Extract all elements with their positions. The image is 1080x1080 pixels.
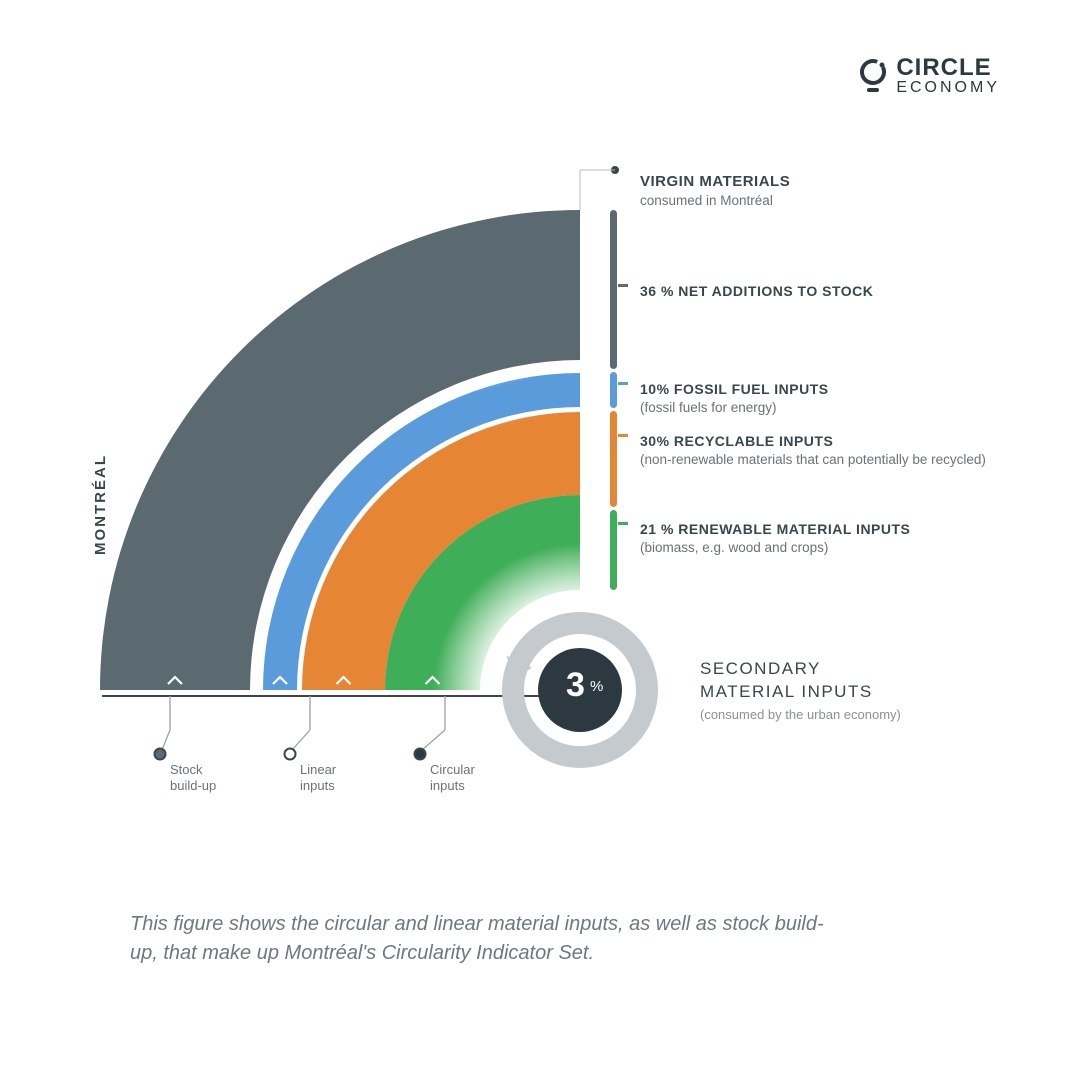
label-line1: Circular bbox=[430, 762, 475, 777]
label-line2: build-up bbox=[170, 778, 216, 793]
logo-line1: CIRCLE bbox=[896, 55, 1000, 80]
label-line1: Stock bbox=[170, 762, 203, 777]
legend-sub: (fossil fuels for energy) bbox=[640, 399, 1000, 417]
legend-title: 30% RECYCLABLE INPUTS bbox=[640, 432, 1000, 451]
brand-logo: CIRCLE ECONOMY bbox=[858, 55, 1000, 97]
figure-caption: This figure shows the circular and linea… bbox=[130, 910, 850, 968]
bottom-label-stock: Stock build-up bbox=[170, 762, 216, 795]
secondary-block: SECONDARY MATERIAL INPUTS (consumed by t… bbox=[700, 658, 1000, 723]
legend-net-additions: 36 % NET ADDITIONS TO STOCK bbox=[640, 282, 1000, 301]
legend-marker bbox=[618, 284, 628, 287]
pill-renewable bbox=[610, 510, 617, 590]
pill-fossil bbox=[610, 372, 617, 408]
circle-economy-icon bbox=[858, 58, 888, 94]
legend-title: 10% FOSSIL FUEL INPUTS bbox=[640, 380, 1000, 399]
secondary-unit: % bbox=[590, 678, 603, 695]
secondary-value: 3 bbox=[566, 666, 585, 705]
label-line2: inputs bbox=[430, 778, 465, 793]
label-line2: inputs bbox=[300, 778, 335, 793]
secondary-sub: (consumed by the urban economy) bbox=[700, 706, 1000, 724]
legend-marker bbox=[618, 382, 628, 385]
bottom-label-linear: Linear inputs bbox=[300, 762, 336, 795]
pill-recyclable bbox=[610, 411, 617, 507]
logo-line2: ECONOMY bbox=[896, 80, 1000, 97]
legend-header-title: VIRGIN MATERIALS bbox=[640, 172, 1000, 192]
legend-sub: (biomass, e.g. wood and crops) bbox=[640, 539, 1000, 557]
secondary-title-2: MATERIAL INPUTS bbox=[700, 681, 1000, 704]
chart-area: MONTRÉAL VIRGIN MATERIALS consumed in Mo… bbox=[100, 210, 1000, 770]
legend-sub: (non-renewable materials that can potent… bbox=[640, 451, 1000, 469]
legend-renewable: 21 % RENEWABLE MATERIAL INPUTS (biomass,… bbox=[640, 520, 1000, 557]
pill-net_additions bbox=[610, 210, 617, 369]
legend-recyclable: 30% RECYCLABLE INPUTS (non-renewable mat… bbox=[640, 432, 1000, 469]
legend-title: 36 % NET ADDITIONS TO STOCK bbox=[640, 282, 1000, 301]
legend-title: 21 % RENEWABLE MATERIAL INPUTS bbox=[640, 520, 1000, 539]
legend-header: VIRGIN MATERIALS consumed in Montréal bbox=[640, 172, 1000, 210]
legend-fossil: 10% FOSSIL FUEL INPUTS (fossil fuels for… bbox=[640, 380, 1000, 417]
secondary-title-1: SECONDARY bbox=[700, 658, 1000, 681]
legend-header-sub: consumed in Montréal bbox=[640, 192, 1000, 210]
bottom-label-circular: Circular inputs bbox=[430, 762, 475, 795]
legend-marker bbox=[618, 522, 628, 525]
label-line1: Linear bbox=[300, 762, 336, 777]
legend-marker bbox=[618, 434, 628, 437]
